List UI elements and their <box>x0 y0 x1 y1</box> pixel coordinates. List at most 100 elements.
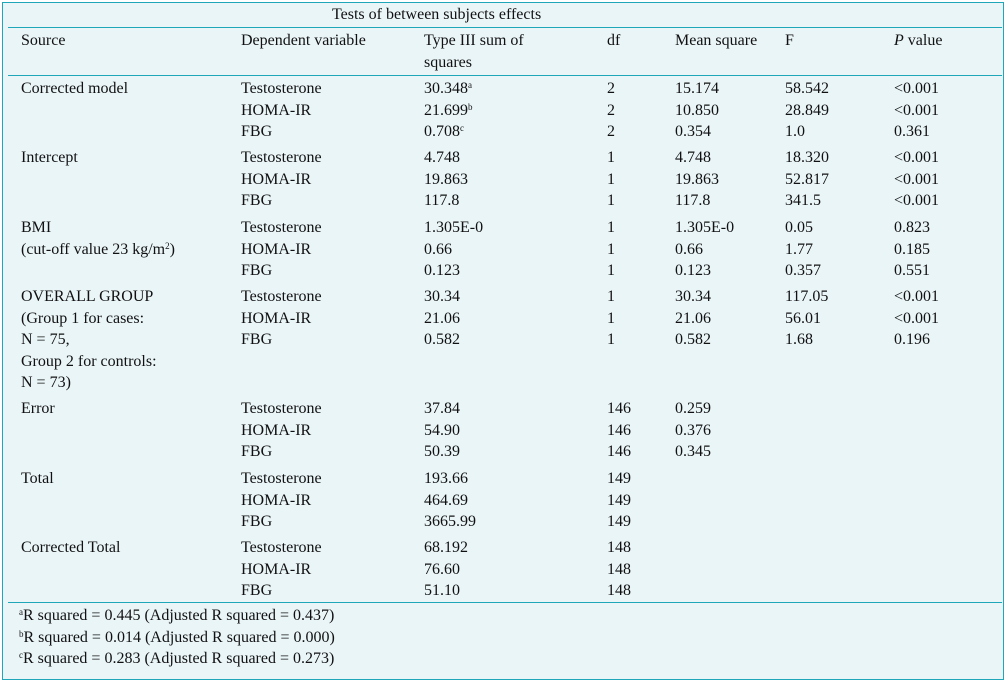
cell-f: 1.0 <box>785 123 805 140</box>
cell-sum-of-squares-value: 0.66 <box>424 240 452 258</box>
source-label: (cut-off value 23 kg/m2) <box>21 240 175 260</box>
cell-p-value: 0.196 <box>894 331 930 348</box>
cell-df: 1 <box>607 309 615 327</box>
cell-df: 1 <box>607 170 615 188</box>
header-source: Source <box>21 32 66 49</box>
footnote-text: R squared = 0.014 (Adjusted R squared = … <box>23 629 335 646</box>
cell-df: 2 <box>607 101 615 119</box>
cell-sum-of-squares-value: 19.863 <box>424 170 468 188</box>
cell-df: 1 <box>607 331 615 348</box>
header-p-italic: P <box>894 32 904 49</box>
cell-sum-of-squares: 37.84 <box>424 399 460 419</box>
cell-mean-square: 4.748 <box>675 149 711 166</box>
cell-df: 1 <box>607 192 615 209</box>
cell-sum-of-squares: 30.348a <box>424 79 472 99</box>
cell-dependent-variable: FBG <box>241 262 273 279</box>
cell-dependent-variable: Testosterone <box>241 288 322 305</box>
cell-p-value: <0.001 <box>894 192 940 209</box>
cell-df: 1 <box>607 240 615 258</box>
source-label: N = 73) <box>21 374 71 391</box>
cell-df: 2 <box>607 123 615 140</box>
cell-p-value: <0.001 <box>894 170 940 188</box>
cell-mean-square: 0.259 <box>675 400 711 417</box>
cell-df: 149 <box>607 513 631 530</box>
cell-p-value: <0.001 <box>894 309 940 327</box>
cell-p-value: <0.001 <box>894 101 940 119</box>
cell-f: 52.817 <box>785 170 829 188</box>
cell-df: 148 <box>607 560 631 578</box>
cell-df: 148 <box>607 539 631 556</box>
cell-sum-of-squares: 21.699b <box>424 101 473 121</box>
cell-p-value: <0.001 <box>894 288 940 305</box>
caption-rule <box>8 27 1002 28</box>
cell-sum-of-squares-value: 0.123 <box>424 262 460 279</box>
cell-sum-of-squares-value: 193.66 <box>424 470 468 487</box>
footnote: aR squared = 0.445 (Adjusted R squared =… <box>19 606 334 626</box>
cell-f: 56.01 <box>785 309 821 327</box>
cell-df: 149 <box>607 491 631 509</box>
footnote-marker: a <box>19 607 23 617</box>
source-label: Group 2 for controls: <box>21 352 157 370</box>
cell-p-value: <0.001 <box>894 149 940 166</box>
cell-mean-square: 0.582 <box>675 331 711 348</box>
footnote: cR squared = 0.283 (Adjusted R squared =… <box>19 649 334 669</box>
header-mean-square: Mean square <box>675 32 758 49</box>
cell-sum-of-squares-value: 21.699 <box>424 101 468 119</box>
cell-dependent-variable: FBG <box>241 443 273 460</box>
cell-f: 58.542 <box>785 80 829 97</box>
cell-mean-square: 0.123 <box>675 262 711 279</box>
cell-sum-of-squares: 1.305E-0 <box>424 218 483 238</box>
cell-sum-of-squares: 4.748 <box>424 148 460 168</box>
cell-dependent-variable: HOMA-IR <box>241 170 312 188</box>
cell-sum-of-squares: 51.10 <box>424 581 460 601</box>
cell-f: 0.357 <box>785 262 821 279</box>
cell-dependent-variable: HOMA-IR <box>241 101 312 119</box>
source-label: (Group 1 for cases: <box>21 309 145 327</box>
cell-mean-square: 21.06 <box>675 309 711 327</box>
source-label: Error <box>21 400 55 417</box>
cell-sum-of-squares: 193.66 <box>424 469 468 489</box>
footnote-marker: c <box>19 650 23 660</box>
superscript: 2 <box>165 240 170 251</box>
header-p-value: P value <box>894 31 942 51</box>
cell-df: 146 <box>607 443 631 460</box>
cell-sum-of-squares-value: 1.305E-0 <box>424 219 484 236</box>
footnote-marker: b <box>19 629 24 639</box>
cell-sum-of-squares: 76.60 <box>424 560 460 580</box>
cell-df: 1 <box>607 219 615 236</box>
footnote: bR squared = 0.014 (Adjusted R squared =… <box>19 628 335 648</box>
cell-sum-of-squares-value: 4.748 <box>424 149 460 166</box>
header-dependent-variable: Dependent variable <box>241 32 366 49</box>
cell-df: 1 <box>607 288 615 305</box>
cell-sum-of-squares-value: 76.60 <box>424 560 460 578</box>
cell-sum-of-squares: 21.06 <box>424 309 460 329</box>
cell-dependent-variable: HOMA-IR <box>241 421 312 439</box>
cell-sum-of-squares: 0.123 <box>424 261 460 281</box>
source-label-text: (cut-off value 23 kg/m <box>21 240 166 258</box>
cell-dependent-variable: FBG <box>241 192 273 209</box>
footnote-marker: b <box>468 101 473 112</box>
source-label: Intercept <box>21 149 78 166</box>
cell-mean-square: 30.34 <box>675 288 711 305</box>
cell-p-value: 0.551 <box>894 262 930 279</box>
cell-df: 148 <box>607 582 631 599</box>
cell-sum-of-squares-value: 117.8 <box>424 192 460 209</box>
source-label-text: ) <box>169 240 175 258</box>
cell-sum-of-squares: 50.39 <box>424 442 460 462</box>
cell-sum-of-squares-value: 37.84 <box>424 400 460 417</box>
header-sum-of-squares-line1: Type III sum of <box>424 32 524 49</box>
cell-sum-of-squares: 19.863 <box>424 170 468 190</box>
cell-mean-square: 15.174 <box>675 80 719 97</box>
cell-dependent-variable: Testosterone <box>241 219 322 236</box>
cell-dependent-variable: HOMA-IR <box>241 240 312 258</box>
footnote-marker: c <box>460 123 464 133</box>
cell-sum-of-squares: 3665.99 <box>424 512 476 532</box>
source-label: Corrected model <box>21 80 129 97</box>
cell-sum-of-squares-value: 0.582 <box>424 331 460 348</box>
cell-mean-square: 1.305E-0 <box>675 219 735 236</box>
cell-df: 149 <box>607 470 631 487</box>
cell-mean-square: 0.345 <box>675 443 711 460</box>
source-label: N = 75, <box>21 331 70 348</box>
source-label: Corrected Total <box>21 539 121 556</box>
